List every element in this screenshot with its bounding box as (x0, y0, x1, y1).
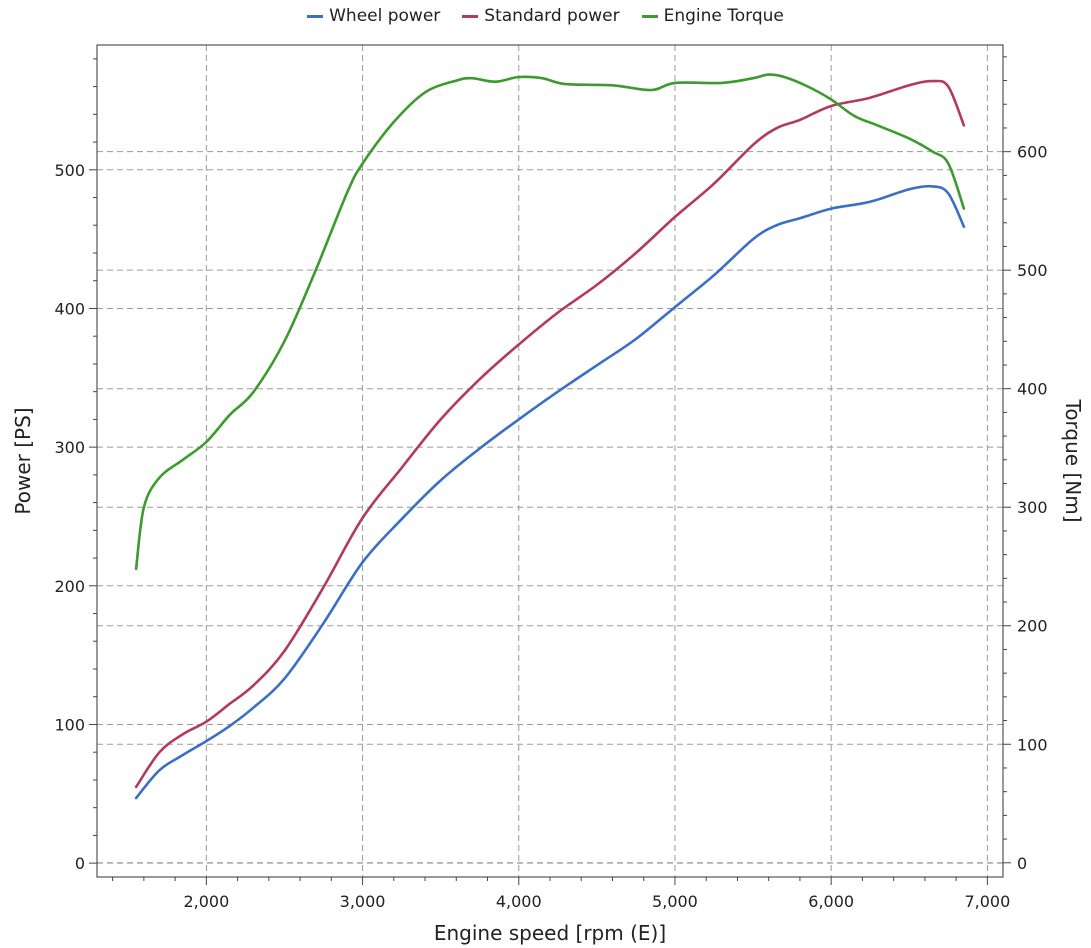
legend-swatch-engine-torque (641, 14, 658, 18)
engine-torque-line (134, 73, 966, 571)
legend-item-wheel-power: Wheel power (307, 6, 440, 26)
legend-label-engine-torque: Engine Torque (663, 6, 784, 26)
legend-item-standard-power: Standard power (462, 6, 620, 26)
right-y-tick-label: 500 (1017, 261, 1048, 280)
left-y-tick-label: 400 (54, 299, 85, 318)
legend: Wheel power Standard power Engine Torque (0, 6, 1091, 26)
series-lines (134, 73, 966, 800)
x-tick-label: 6,000 (808, 892, 854, 911)
right-y-axis-title: Torque [Nm] (1061, 398, 1085, 522)
standard-power-line (134, 79, 966, 789)
left-y-tick-label: 100 (54, 715, 85, 734)
axes: 2,000 3,000 4,000 5,000 6,000 7,000 0 100 200 300… (54, 56, 1048, 911)
x-tick-label: 4,000 (496, 892, 542, 911)
left-y-tick-label: 200 (54, 577, 85, 596)
x-axis-title: Engine speed [rpm (E)] (434, 921, 666, 945)
right-y-tick-label: 100 (1017, 735, 1048, 754)
right-y-tick-label: 600 (1017, 143, 1048, 162)
legend-swatch-standard-power (462, 14, 479, 18)
grid (97, 45, 1003, 877)
left-y-tick-label: 300 (54, 438, 85, 457)
left-y-tick-label: 0 (75, 854, 85, 873)
x-tick-label: 5,000 (652, 892, 698, 911)
legend-label-wheel-power: Wheel power (329, 6, 441, 26)
x-tick-label: 2,000 (183, 892, 229, 911)
right-y-tick-label: 400 (1017, 380, 1048, 399)
legend-label-standard-power: Standard power (484, 6, 620, 26)
right-y-tick-label: 0 (1017, 854, 1027, 873)
legend-swatch-wheel-power (307, 14, 324, 18)
legend-item-engine-torque: Engine Torque (641, 6, 784, 26)
right-y-tick-label: 200 (1017, 617, 1048, 636)
left-y-axis-title: Power [PS] (11, 407, 35, 514)
wheel-power-line (134, 184, 966, 800)
left-y-tick-label: 500 (54, 161, 85, 180)
right-y-tick-label: 300 (1017, 498, 1048, 517)
x-tick-label: 3,000 (340, 892, 386, 911)
x-tick-label: 7,000 (964, 892, 1010, 911)
